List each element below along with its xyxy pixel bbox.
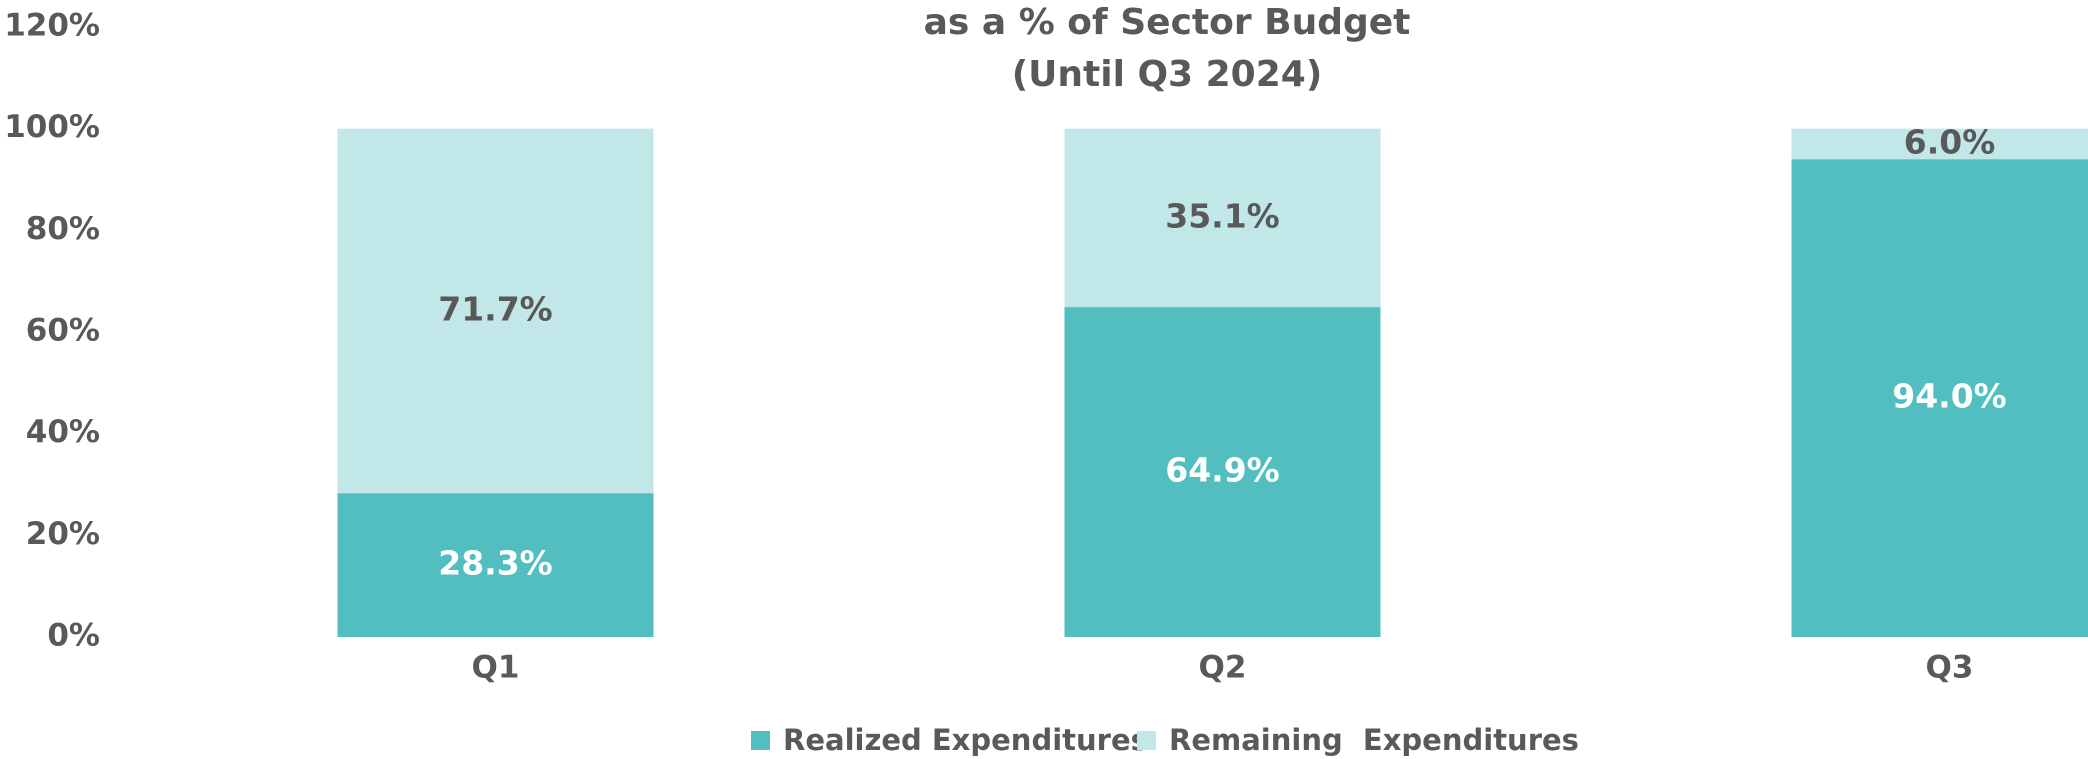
bar-segment bbox=[337, 128, 654, 494]
chart-subtitle: (Until Q3 2024) bbox=[1012, 54, 1323, 95]
y-tick-label: 20% bbox=[26, 516, 100, 552]
legend-label: Realized Expenditures bbox=[783, 723, 1148, 757]
bar-segment bbox=[1791, 159, 2088, 637]
y-tick-label: 100% bbox=[4, 109, 100, 145]
x-tick-label: Q2 bbox=[1199, 650, 1247, 686]
y-tick-label: 0% bbox=[47, 618, 100, 654]
legend-swatch bbox=[1137, 731, 1156, 750]
data-label: 35.1% bbox=[1165, 196, 1280, 235]
y-tick-label: 80% bbox=[26, 211, 100, 247]
bar-segment bbox=[1064, 307, 1381, 637]
x-tick-label: Q1 bbox=[472, 650, 520, 686]
chart-title: as a % of Sector Budget bbox=[924, 2, 1411, 43]
y-tick-label: 60% bbox=[26, 313, 100, 349]
legend-label: Remaining Expenditures bbox=[1169, 723, 1579, 757]
y-tick-label: 40% bbox=[26, 414, 100, 450]
legend-swatch bbox=[751, 731, 770, 750]
data-label: 94.0% bbox=[1892, 377, 2007, 416]
bar-segment bbox=[337, 493, 654, 637]
bar-segment bbox=[1791, 128, 2088, 160]
y-tick-label: 120% bbox=[4, 8, 100, 44]
bar-segment bbox=[1064, 128, 1381, 308]
data-label: 71.7% bbox=[438, 289, 553, 328]
x-tick-label: Q3 bbox=[1926, 650, 1974, 686]
data-label: 6.0% bbox=[1904, 122, 1996, 161]
data-label: 64.9% bbox=[1165, 451, 1280, 490]
data-label: 28.3% bbox=[438, 544, 553, 583]
